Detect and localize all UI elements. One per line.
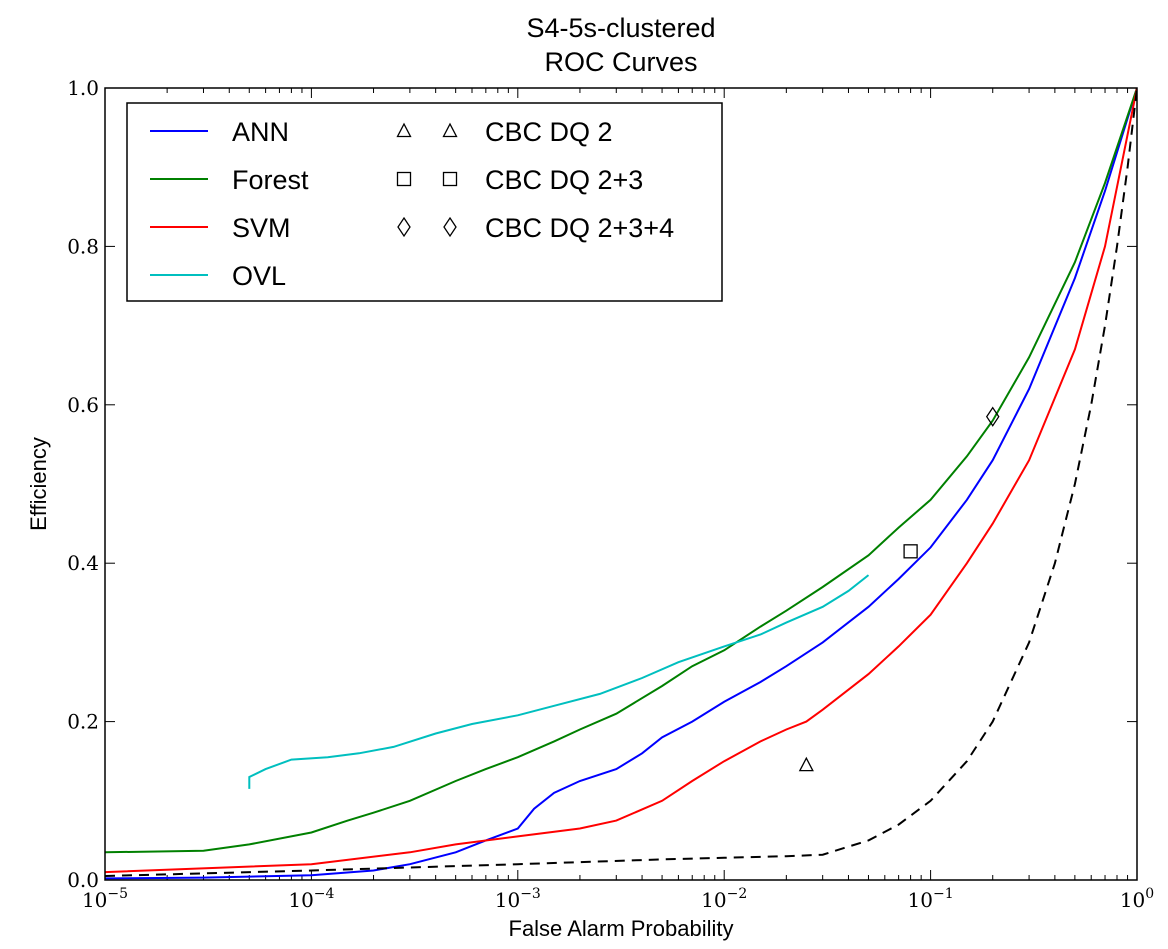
chart-subtitle: ROC Curves <box>544 47 697 77</box>
legend: ANN Forest SVM OVL CBC DQ 2 CBC DQ 2+3 CBC DQ … <box>126 102 723 302</box>
legend-marker-triangle <box>442 122 458 138</box>
x-tick-label: 10−5 <box>82 886 128 912</box>
series-line-svm <box>105 88 1137 874</box>
legend-marker-square <box>442 171 458 187</box>
legend-label-ovl: OVL <box>232 261 286 291</box>
y-axis-label: Efficiency <box>26 437 51 531</box>
x-tick-label: 100 <box>1120 886 1154 912</box>
legend-label-svm: SVM <box>232 213 291 243</box>
x-axis-label: False Alarm Probability <box>509 916 734 941</box>
series-line-forest <box>105 88 1137 854</box>
y-tick-label: 0.6 <box>67 393 99 417</box>
legend-marker-diamond <box>443 216 457 238</box>
y-tick-label: 1.0 <box>67 76 99 100</box>
y-tick-labels: 0.0 0.2 0.4 0.6 0.8 1.0 <box>67 76 99 892</box>
series-layer <box>105 88 1137 880</box>
y-tick-label: 0.0 <box>67 868 99 892</box>
series-line-random-chance <box>105 88 1137 877</box>
series-line-ann <box>105 88 1137 880</box>
plot-frame <box>104 87 1138 881</box>
legend-marker-diamond <box>397 216 411 238</box>
series-line-ovl <box>248 574 870 789</box>
y-tick-label: 0.8 <box>67 234 99 258</box>
x-tick-labels: 10−5 10−4 10−3 10−2 10−1 100 <box>82 886 1154 912</box>
legend-marker-triangle <box>396 122 412 138</box>
marker-square <box>903 544 918 559</box>
legend-label-ann: ANN <box>232 117 289 147</box>
x-tick-label: 10−2 <box>701 886 747 912</box>
legend-label-forest: Forest <box>232 165 309 195</box>
legend-box <box>126 102 723 302</box>
legend-marker-square <box>396 171 412 187</box>
chart-title: S4-5s-clustered <box>526 13 715 43</box>
y-tick-label: 0.4 <box>67 551 99 575</box>
x-tick-label: 10−1 <box>908 886 954 912</box>
x-tick-label: 10−4 <box>288 886 334 912</box>
legend-label-marker: CBC DQ 2 <box>485 117 613 147</box>
y-tick-label: 0.2 <box>67 710 99 734</box>
legend-label-marker: CBC DQ 2+3+4 <box>485 213 674 243</box>
marker-triangle <box>798 756 814 772</box>
markers-layer <box>798 406 1000 772</box>
x-tick-label: 10−3 <box>495 886 541 912</box>
marker-diamond <box>985 406 1000 427</box>
legend-label-marker: CBC DQ 2+3 <box>485 165 643 195</box>
